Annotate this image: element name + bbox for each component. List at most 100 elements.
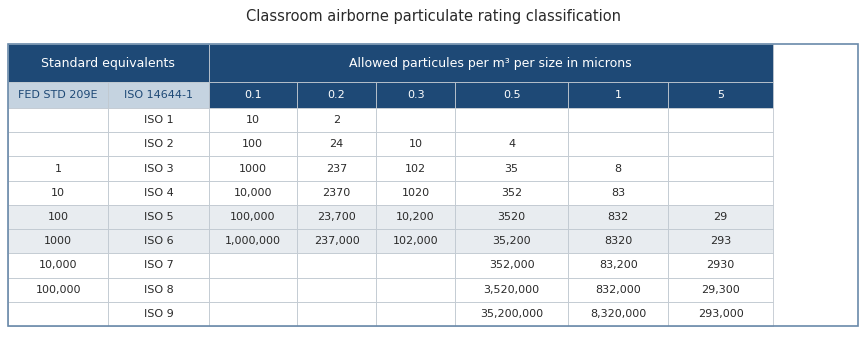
Bar (376, 156, 456, 181)
Bar (108, 132, 209, 156)
Text: 35: 35 (505, 164, 519, 174)
Text: ISO 7: ISO 7 (144, 260, 173, 270)
Text: 100: 100 (48, 212, 68, 222)
Bar (297, 302, 376, 326)
Bar (568, 181, 669, 205)
Bar (108, 278, 209, 302)
Bar (456, 156, 568, 181)
Text: 1000: 1000 (239, 164, 267, 174)
Bar (376, 302, 456, 326)
Bar (568, 108, 669, 132)
Bar (297, 229, 376, 253)
Text: 832: 832 (608, 212, 629, 222)
Bar (376, 253, 456, 278)
Bar (8, 44, 858, 326)
Bar (376, 132, 456, 156)
Text: 293,000: 293,000 (698, 309, 744, 319)
Bar (209, 181, 297, 205)
Text: 29,300: 29,300 (701, 285, 740, 295)
Bar (376, 108, 456, 132)
Bar (669, 278, 773, 302)
Text: 1,000,000: 1,000,000 (225, 236, 281, 246)
Bar (108, 82, 209, 108)
Text: 1: 1 (615, 90, 622, 100)
Text: 0.5: 0.5 (503, 90, 520, 100)
Bar (209, 253, 297, 278)
Bar (297, 205, 376, 229)
Bar (8, 253, 108, 278)
Bar (376, 205, 456, 229)
Bar (568, 82, 669, 108)
Bar (669, 302, 773, 326)
Text: 0.1: 0.1 (244, 90, 262, 100)
Text: 8,320,000: 8,320,000 (590, 309, 646, 319)
Bar (669, 156, 773, 181)
Text: 8320: 8320 (604, 236, 632, 246)
Text: 2: 2 (333, 115, 340, 125)
Text: 832,000: 832,000 (596, 285, 641, 295)
Text: ISO 6: ISO 6 (144, 236, 173, 246)
Text: Classroom airborne particulate rating classification: Classroom airborne particulate rating cl… (245, 8, 621, 24)
Bar (297, 253, 376, 278)
Text: ISO 1: ISO 1 (144, 115, 173, 125)
Text: 10,200: 10,200 (397, 212, 435, 222)
Bar (669, 253, 773, 278)
Text: 102,000: 102,000 (393, 236, 438, 246)
Bar (456, 82, 568, 108)
Text: 100,000: 100,000 (230, 212, 275, 222)
Bar (8, 82, 108, 108)
Bar (568, 205, 669, 229)
Bar (456, 253, 568, 278)
Bar (297, 156, 376, 181)
Bar (8, 132, 108, 156)
Text: Allowed particules per m³ per size in microns: Allowed particules per m³ per size in mi… (350, 57, 632, 69)
Bar (297, 181, 376, 205)
Bar (8, 229, 108, 253)
Text: ISO 4: ISO 4 (144, 188, 173, 198)
Text: 10,000: 10,000 (39, 260, 77, 270)
Bar (209, 229, 297, 253)
Text: 3520: 3520 (498, 212, 526, 222)
Bar (456, 181, 568, 205)
Text: 83: 83 (611, 188, 625, 198)
Bar (456, 278, 568, 302)
Bar (568, 132, 669, 156)
Text: ISO 9: ISO 9 (144, 309, 173, 319)
Bar (456, 229, 568, 253)
Bar (669, 82, 773, 108)
Bar (108, 108, 209, 132)
Bar (456, 108, 568, 132)
Bar (108, 253, 209, 278)
Text: 5: 5 (717, 90, 724, 100)
Bar (8, 156, 108, 181)
Bar (376, 278, 456, 302)
Bar (8, 205, 108, 229)
Bar (8, 108, 108, 132)
Bar (8, 181, 108, 205)
Bar (209, 205, 297, 229)
Bar (297, 82, 376, 108)
Bar (568, 229, 669, 253)
Bar (108, 229, 209, 253)
Bar (568, 278, 669, 302)
Text: 3,520,000: 3,520,000 (483, 285, 540, 295)
Bar (456, 302, 568, 326)
Bar (108, 156, 209, 181)
Bar (209, 82, 297, 108)
Text: 4: 4 (508, 139, 515, 149)
Text: 102: 102 (405, 164, 426, 174)
Text: Standard equivalents: Standard equivalents (42, 57, 175, 69)
Bar (297, 278, 376, 302)
Bar (669, 229, 773, 253)
Text: 0.3: 0.3 (407, 90, 424, 100)
Bar (376, 229, 456, 253)
Bar (8, 44, 209, 82)
Text: 35,200: 35,200 (492, 236, 531, 246)
Bar (568, 253, 669, 278)
Text: 1: 1 (55, 164, 61, 174)
Text: 237: 237 (326, 164, 347, 174)
Text: 1020: 1020 (402, 188, 430, 198)
Bar (376, 82, 456, 108)
Text: ISO 14644-1: ISO 14644-1 (124, 90, 193, 100)
Bar (8, 302, 108, 326)
